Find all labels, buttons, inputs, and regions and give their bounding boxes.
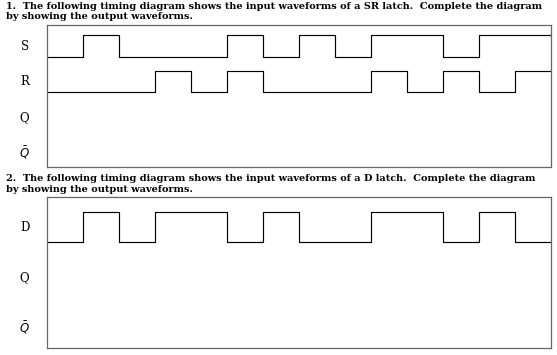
- Text: Q: Q: [19, 271, 30, 284]
- Text: 1.  The following timing diagram shows the input waveforms of a SR latch.  Compl: 1. The following timing diagram shows th…: [6, 2, 542, 11]
- Text: by showing the output waveforms.: by showing the output waveforms.: [6, 185, 193, 193]
- Text: $\bar{Q}$: $\bar{Q}$: [18, 320, 30, 336]
- Text: $\bar{Q}$: $\bar{Q}$: [18, 144, 30, 161]
- Text: 2.  The following timing diagram shows the input waveforms of a D latch.  Comple: 2. The following timing diagram shows th…: [6, 174, 535, 183]
- Text: S: S: [21, 40, 30, 53]
- Text: D: D: [20, 221, 30, 234]
- Text: R: R: [21, 75, 30, 88]
- Text: Q: Q: [19, 111, 30, 124]
- Text: by showing the output waveforms.: by showing the output waveforms.: [6, 12, 193, 21]
